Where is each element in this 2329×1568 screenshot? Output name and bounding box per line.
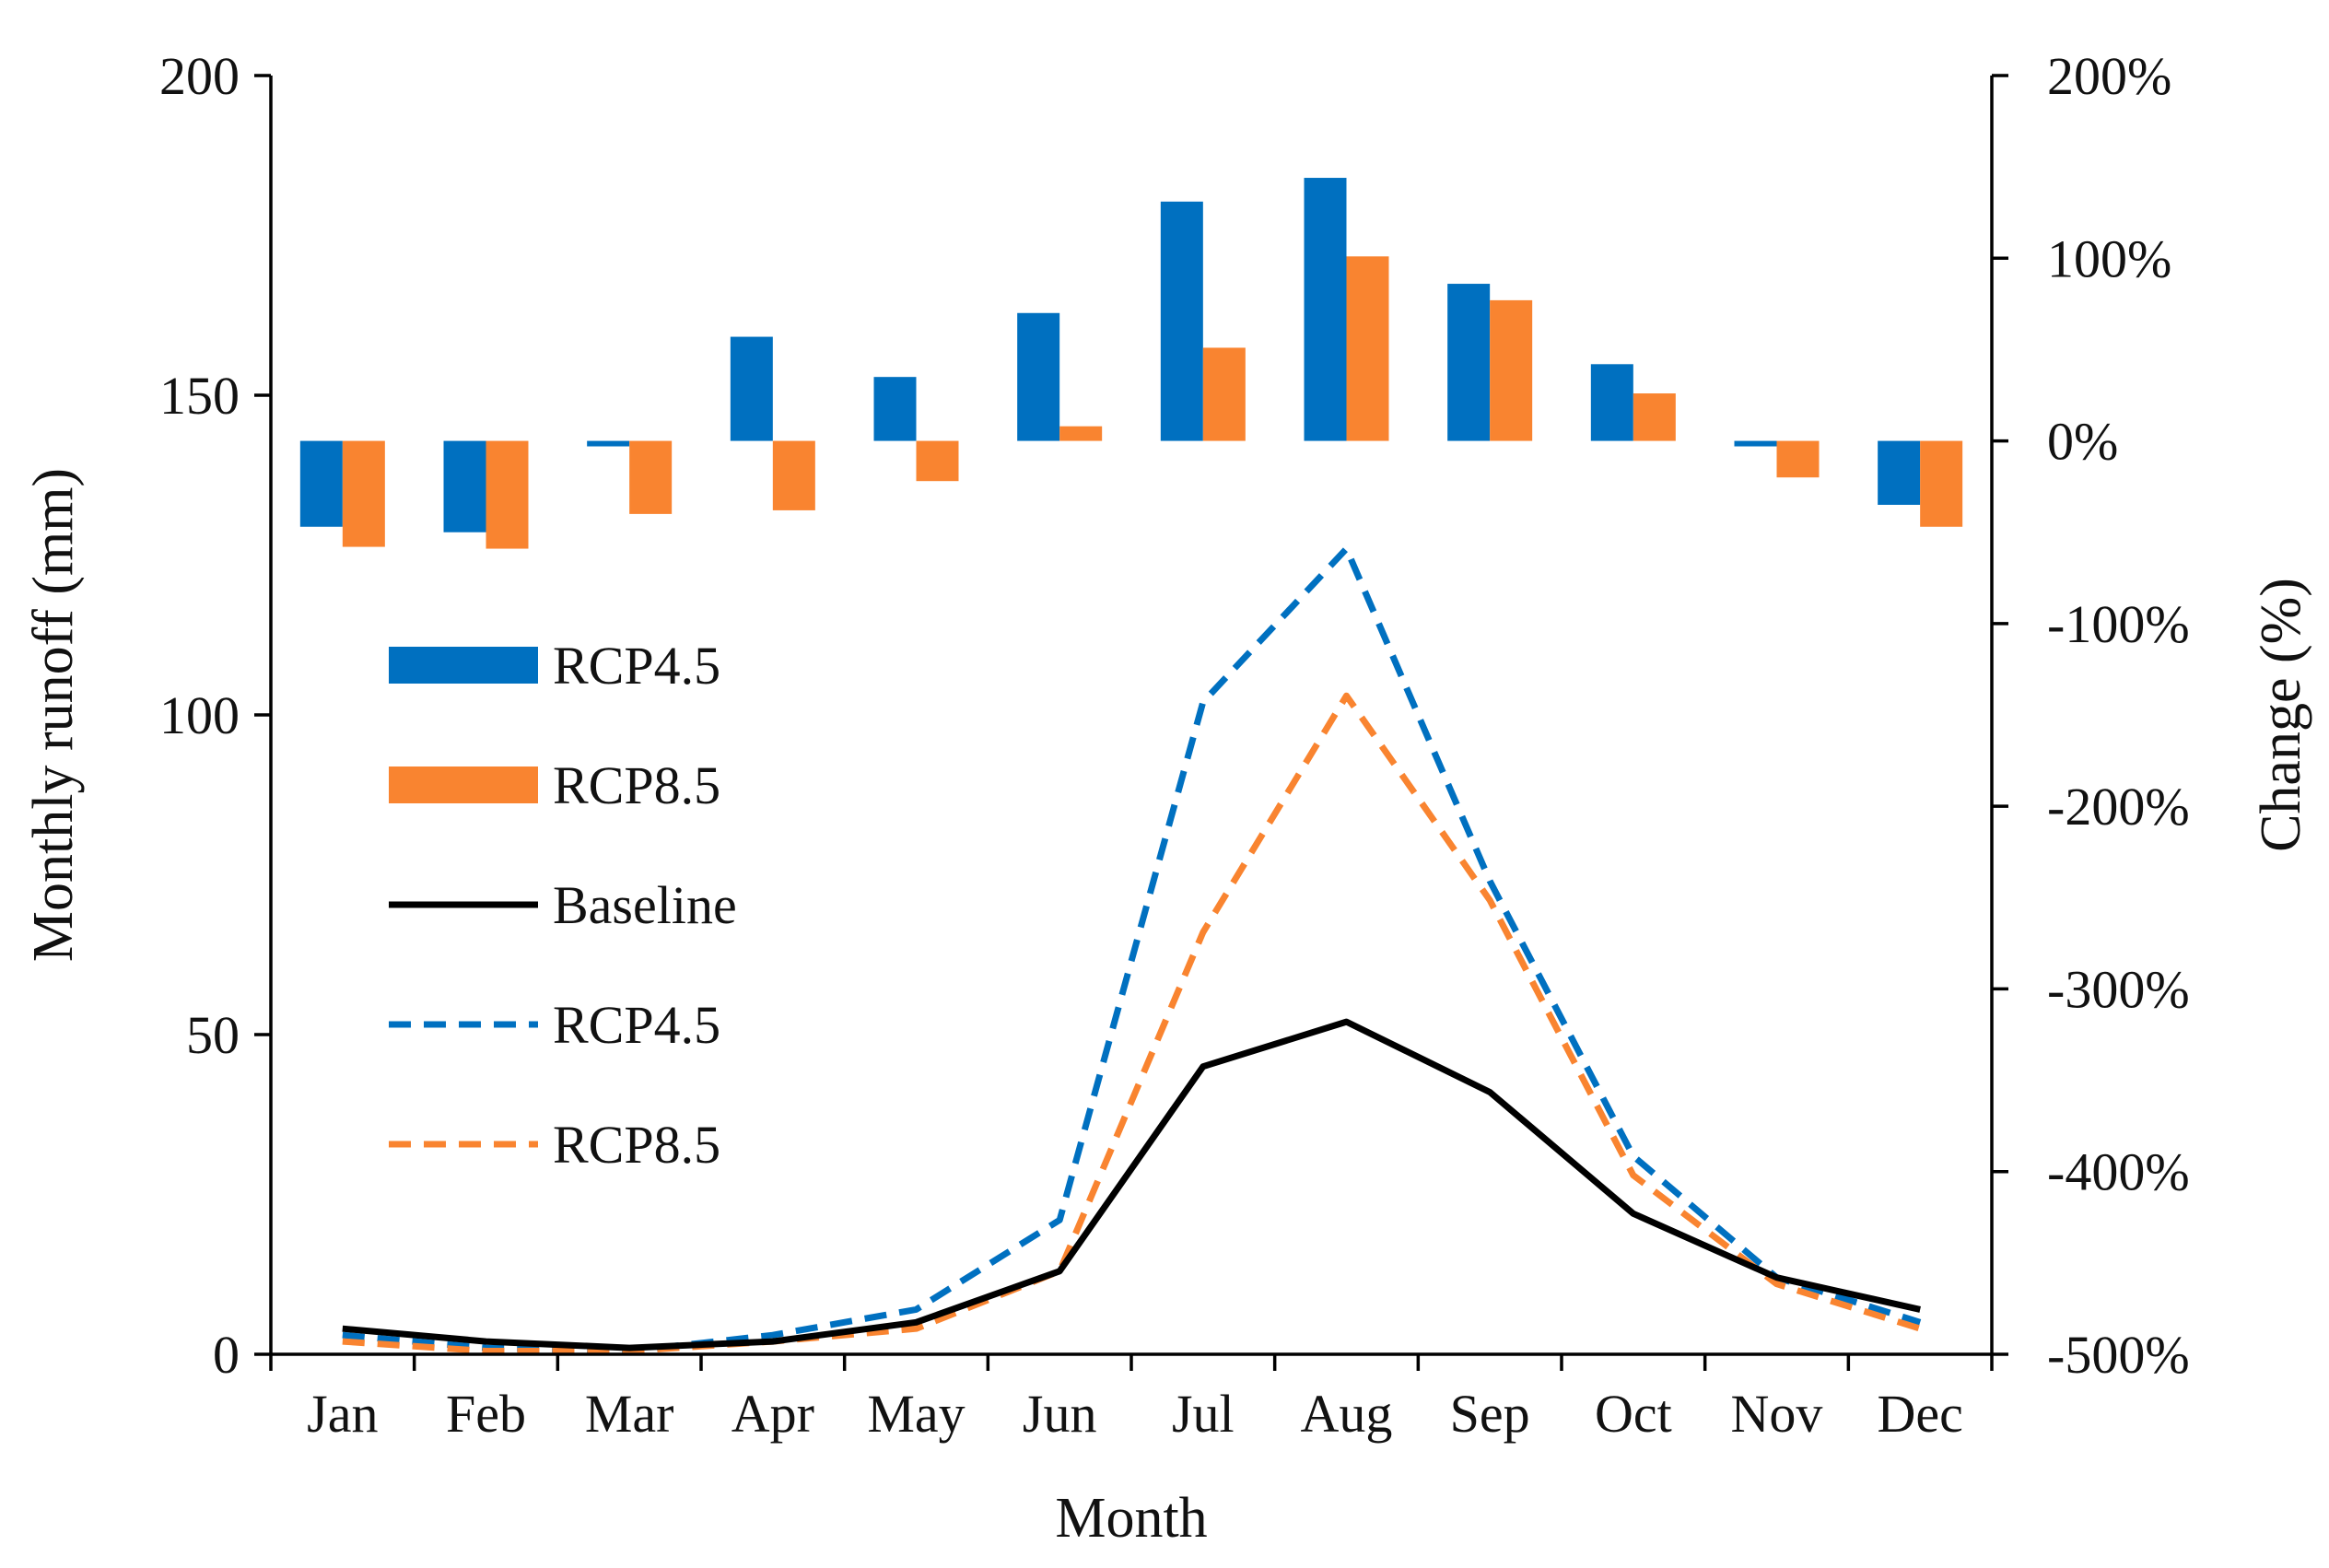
bar-rcp8-5-oct	[1633, 393, 1676, 441]
line-rcp8-5-dashed	[342, 692, 1922, 1354]
right-tick-label: -100%	[2047, 594, 2190, 654]
bar-rcp4-5-sep	[1447, 284, 1491, 441]
x-tick-label-oct: Oct	[1595, 1384, 1672, 1444]
right-tick-label: 100%	[2047, 228, 2171, 288]
bar-rcp8-5-feb	[486, 440, 529, 549]
x-tick-label-jun: Jun	[1023, 1384, 1097, 1444]
left-y-ticks: 0 50 100 150 200	[159, 46, 271, 1385]
x-tick-label-jan: Jan	[307, 1384, 378, 1444]
bar-rcp8-5-may	[916, 440, 959, 482]
bar-rcp4-5-dec	[1878, 440, 1921, 505]
right-tick-label: -200%	[2047, 777, 2190, 837]
x-tick-label-mar: Mar	[585, 1384, 674, 1444]
bar-rcp4-5-nov	[1734, 440, 1777, 447]
left-tick-label: 100	[159, 685, 240, 745]
x-tick-label-may: May	[867, 1384, 965, 1444]
bar-rcp4-5-jan	[299, 440, 343, 527]
bar-rcp8-5-jan	[342, 440, 385, 547]
bar-rcp8-5-sep	[1490, 299, 1533, 441]
bar-rcp4-5-jun	[1017, 312, 1060, 441]
right-y-ticks: -500% -400% -300% -200% -100% 0% 100% 200%	[1992, 46, 2190, 1385]
right-tick-label: 0%	[2047, 412, 2118, 472]
bar-rcp8-5-apr	[772, 440, 815, 510]
x-tick-label-jul: Jul	[1172, 1384, 1235, 1444]
x-axis-title: Month	[1055, 1487, 1207, 1550]
bar-rcp8-5-mar	[629, 440, 673, 514]
bar-rcp4-5-jul	[1160, 201, 1203, 441]
legend: RCP4.5 RCP8.5 Baseline RCP4.5 RCP8.5	[389, 636, 737, 1175]
bar-rcp4-5-aug	[1304, 178, 1347, 441]
legend-rcp8-5-bar-swatch	[389, 766, 538, 803]
left-tick-label: 200	[159, 46, 240, 106]
legend-rcp4-5-dashed-label: RCP4.5	[553, 995, 720, 1055]
right-tick-label: -300%	[2047, 959, 2190, 1019]
x-ticks: Jan Feb Mar Apr May Jun Jul Aug Sep Oct Nov Dec	[269, 1354, 1994, 1444]
bar-rcp8-5-aug	[1346, 256, 1389, 441]
bar-rcp4-5-may	[873, 377, 917, 441]
left-tick-label: 0	[213, 1325, 240, 1385]
bar-rcp4-5-mar	[587, 440, 630, 447]
x-tick-label-dec: Dec	[1877, 1384, 1962, 1444]
bar-rcp4-5-oct	[1590, 364, 1633, 441]
left-tick-label: 150	[159, 366, 240, 426]
x-tick-label-sep: Sep	[1450, 1384, 1530, 1444]
legend-rcp4-5-bar-swatch	[389, 647, 538, 684]
legend-rcp4-5-bar-label: RCP4.5	[553, 636, 720, 696]
legend-rcp8-5-dashed-label: RCP8.5	[553, 1115, 720, 1175]
bar-rcp8-5-dec	[1920, 440, 1963, 527]
change-bars	[299, 178, 1963, 549]
bar-rcp4-5-feb	[443, 440, 486, 532]
x-tick-label-nov: Nov	[1731, 1384, 1823, 1444]
legend-rcp8-5-bar-label: RCP8.5	[553, 755, 720, 815]
line-baseline-solid	[342, 1018, 1921, 1352]
right-tick-label: 200%	[2047, 46, 2171, 106]
x-tick-label-feb: Feb	[446, 1384, 526, 1444]
bar-rcp8-5-nov	[1776, 440, 1820, 478]
right-y-axis-title: Change (%)	[2250, 578, 2312, 852]
left-y-axis-title: Monthly runoff (mm)	[22, 468, 85, 962]
left-tick-label: 50	[186, 1005, 240, 1065]
right-tick-label: -500%	[2047, 1325, 2190, 1385]
right-tick-label: -400%	[2047, 1142, 2190, 1202]
x-tick-label-apr: Apr	[731, 1384, 814, 1444]
runoff-lines	[342, 545, 1922, 1354]
bar-rcp8-5-jun	[1059, 426, 1103, 441]
legend-baseline-solid-label: Baseline	[553, 875, 737, 935]
bar-rcp8-5-jul	[1202, 347, 1246, 441]
bar-rcp4-5-apr	[730, 336, 773, 441]
x-tick-label-aug: Aug	[1301, 1384, 1393, 1444]
